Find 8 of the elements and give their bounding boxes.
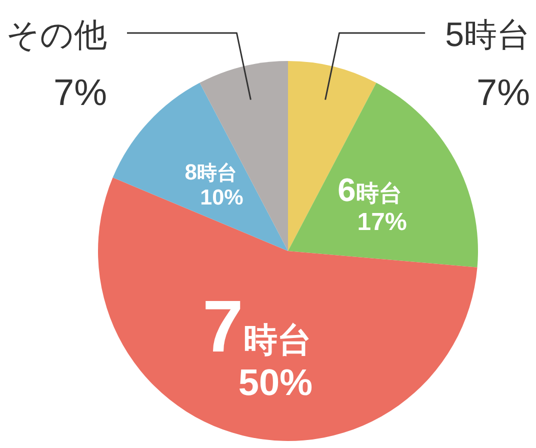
data-label: 7%	[54, 72, 107, 113]
slice-label: 8時台	[184, 159, 237, 184]
slice-label: 5時台	[445, 16, 530, 54]
slice-label: その他	[6, 16, 107, 53]
data-label: 7%	[476, 72, 530, 113]
slice-label: 6時台	[338, 170, 402, 208]
data-label: 17%	[357, 208, 407, 236]
data-label: 10%	[200, 184, 244, 210]
